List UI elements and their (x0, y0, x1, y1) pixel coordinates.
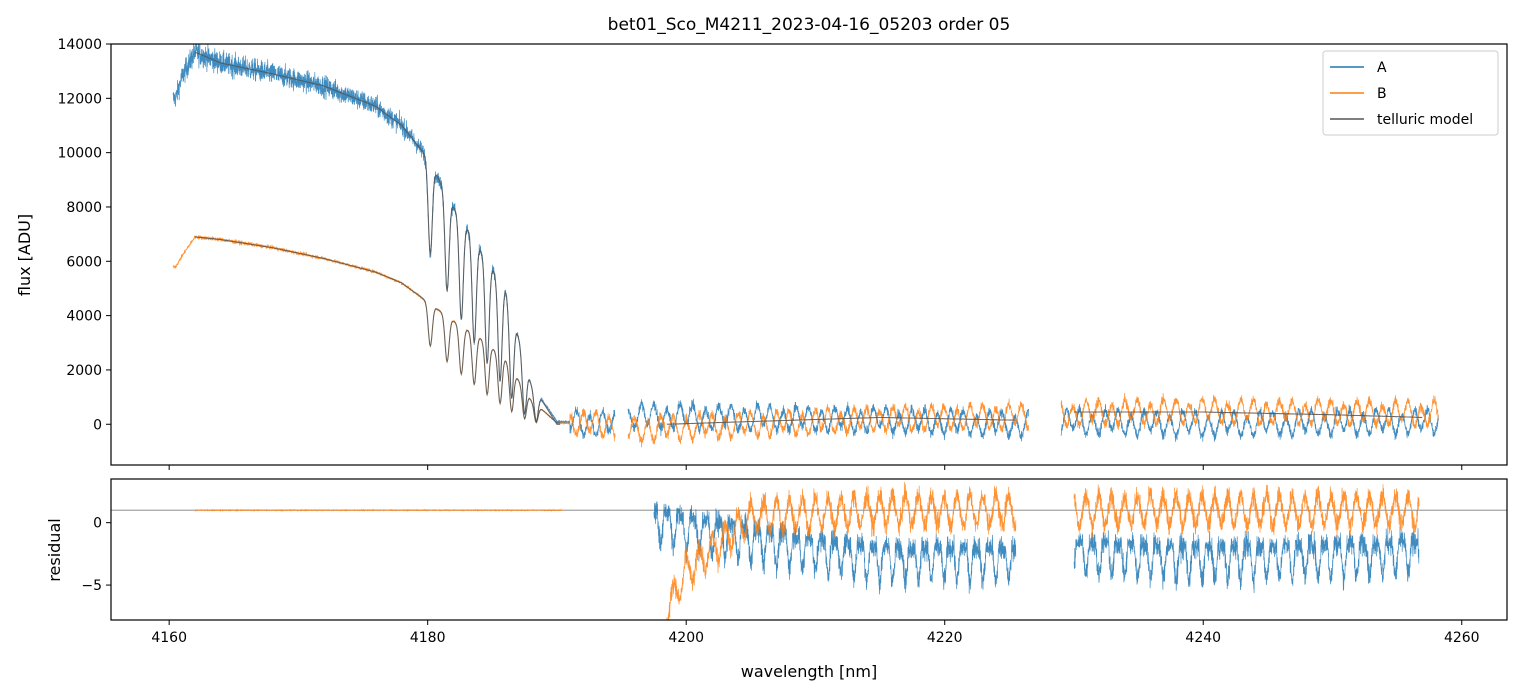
legend-label: telluric model (1377, 112, 1473, 128)
top-plot-area (172, 44, 1439, 448)
bottom-x-tick-label: 4200 (668, 630, 704, 646)
bottom-x-tick-label: 4180 (410, 630, 446, 646)
top-panel: 0 2000 4000 6000 8000 10000 12000 14000 flux [A… (15, 37, 1508, 470)
legend-box (1322, 50, 1499, 136)
bottom-plot-area (111, 481, 1507, 620)
top-y-tick-label: 10000 (57, 146, 102, 162)
bottom-y-axis: 0 −5 (81, 516, 111, 594)
chart-title: bet01_Sco_M4211_2023-04-16_05203 order 0… (608, 15, 1011, 35)
series-a-line (172, 44, 1439, 442)
bottom-x-tick-label: 4260 (1444, 630, 1480, 646)
top-x-axis (168, 465, 1463, 470)
bottom-y-tick-label: 0 (93, 516, 102, 532)
top-y-tick-label: 0 (93, 417, 102, 433)
top-y-axis: 0 2000 4000 6000 8000 10000 12000 14000 (57, 37, 111, 433)
top-y-tick-label: 12000 (57, 91, 102, 107)
bottom-x-axis: 4160 4180 4200 4220 4240 4260 (151, 620, 1480, 646)
legend-label: B (1377, 86, 1387, 102)
top-y-tick-label: 2000 (66, 363, 102, 379)
residual-b-line (194, 481, 1420, 620)
residual-a-line (653, 501, 1420, 595)
bottom-x-tick-label: 4220 (927, 630, 963, 646)
top-y-axis-label: flux [ADU] (15, 214, 34, 296)
telluric-model-b-line (194, 236, 561, 424)
bottom-x-tick-label: 4240 (1185, 630, 1221, 646)
top-y-tick-label: 8000 (66, 200, 102, 216)
top-y-tick-label: 6000 (66, 254, 102, 270)
bottom-x-tick-label: 4160 (151, 630, 187, 646)
telluric-model-a-line (194, 51, 561, 425)
bottom-y-tick-label: −5 (81, 578, 102, 594)
top-axes-frame (110, 43, 1508, 466)
telluric-model-right-line (1074, 411, 1423, 418)
telluric-model-mid-line (666, 416, 1016, 425)
top-y-tick-label: 4000 (66, 309, 102, 325)
x-axis-label: wavelength [nm] (741, 662, 878, 681)
bottom-panel: 0 −5 4160 4180 4200 4220 4240 4260 residual wa… (45, 478, 1508, 681)
bottom-axes-frame (110, 478, 1508, 621)
top-y-tick-label: 14000 (57, 37, 102, 53)
legend-label: A (1377, 60, 1387, 76)
bottom-y-axis-label: residual (45, 518, 64, 581)
